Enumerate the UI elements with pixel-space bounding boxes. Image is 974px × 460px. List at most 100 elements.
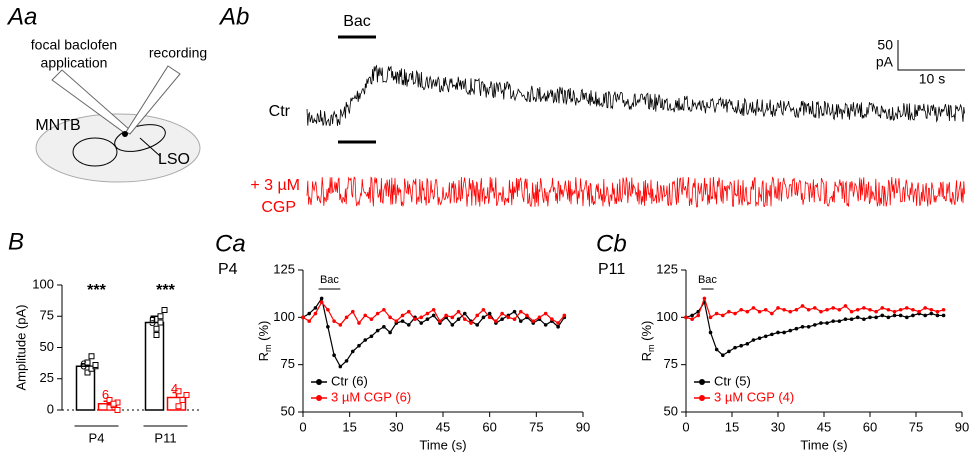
- legend-label: 3 µM CGP (6): [331, 389, 411, 404]
- data-point: [800, 304, 805, 308]
- x-tick-label: 90: [576, 419, 590, 434]
- scale-bar: [897, 40, 965, 71]
- series-line: [302, 301, 565, 326]
- data-point: [886, 315, 891, 320]
- data-point: [923, 306, 927, 310]
- scale-label: 50: [877, 37, 893, 53]
- data-point: [684, 315, 688, 320]
- significance: ***: [156, 282, 175, 299]
- data-point: [770, 332, 774, 337]
- data-point: [438, 319, 442, 323]
- n-label: 6: [102, 387, 109, 402]
- data-point: [157, 319, 164, 326]
- data-point: [487, 311, 492, 316]
- data-point: [313, 311, 318, 316]
- y-tick-label: 25: [40, 370, 54, 385]
- subtitle: P11: [598, 261, 625, 278]
- x-tick-label: 30: [771, 419, 785, 434]
- data-point: [382, 325, 386, 329]
- data-point: [481, 307, 486, 312]
- data-point: [776, 306, 780, 310]
- diagram-label: application: [41, 55, 108, 71]
- data-point: [500, 311, 504, 316]
- data-point: [425, 317, 430, 322]
- data-point: [721, 313, 725, 318]
- data-point: [733, 311, 737, 316]
- data-point: [880, 306, 885, 310]
- data-point: [84, 359, 91, 366]
- data-point: [806, 307, 811, 312]
- data-point: [874, 315, 878, 320]
- data-point: [344, 315, 349, 320]
- data-point: [770, 311, 774, 316]
- y-tick-label: 50: [281, 403, 295, 418]
- data-point: [179, 397, 186, 403]
- data-point: [696, 313, 701, 318]
- data-point: [562, 313, 567, 318]
- data-point: [153, 332, 160, 338]
- data-point: [905, 315, 909, 320]
- y-tick-label: 100: [32, 276, 54, 291]
- data-point: [819, 309, 823, 314]
- data-point: [862, 317, 866, 322]
- y-tick-label: 100: [656, 309, 678, 324]
- data-point: [363, 338, 368, 342]
- data-point: [556, 321, 560, 325]
- x-tick-label: 0: [299, 419, 306, 434]
- legend-marker: [699, 395, 705, 401]
- data-point: [702, 296, 707, 301]
- data-point: [763, 307, 768, 312]
- data-point: [332, 319, 336, 323]
- data-point: [338, 323, 343, 327]
- x-axis-label: Time (s): [419, 437, 466, 452]
- data-point: [898, 307, 903, 312]
- data-point: [837, 319, 842, 323]
- data-point: [892, 309, 897, 314]
- data-point: [911, 313, 915, 318]
- data-point: [855, 315, 860, 320]
- data-point: [825, 307, 829, 312]
- data-point: [751, 338, 756, 342]
- stimulus-label: Bac: [343, 13, 371, 30]
- data-point: [739, 307, 743, 312]
- y-tick-label: 125: [273, 261, 295, 276]
- y-axis-label: Rm (%): [639, 321, 656, 362]
- data-point: [800, 325, 805, 329]
- data-point: [388, 315, 392, 320]
- y-axis-label: Amplitude (pA): [13, 305, 28, 391]
- data-point: [843, 304, 848, 308]
- data-point: [843, 317, 848, 322]
- data-point: [157, 313, 164, 320]
- y-tick-label: 75: [40, 308, 54, 323]
- data-point: [935, 313, 940, 318]
- data-point: [751, 306, 756, 310]
- x-tick-label: 15: [342, 419, 356, 434]
- y-tick-label: 75: [664, 356, 678, 371]
- data-point: [831, 306, 835, 310]
- brain-slice: [35, 113, 201, 183]
- panel-label: Cb: [596, 230, 627, 257]
- data-point: [941, 313, 946, 318]
- y-tick-label: 50: [664, 403, 678, 418]
- data-point: [114, 407, 121, 413]
- data-point: [350, 309, 355, 314]
- diagram-label: focal baclofen: [31, 37, 117, 53]
- data-point: [537, 315, 542, 320]
- data-point: [481, 315, 486, 320]
- x-tick-label: 90: [955, 419, 969, 434]
- data-point: [825, 321, 829, 325]
- data-point: [898, 313, 903, 318]
- data-point: [727, 349, 731, 354]
- y-label-sub: m: [263, 344, 273, 352]
- data-point: [819, 321, 823, 325]
- x-tick-label: 75: [909, 419, 923, 434]
- legend-marker: [699, 379, 705, 385]
- y-label-main: R: [256, 352, 271, 361]
- data-point: [543, 311, 548, 316]
- data-point: [929, 307, 934, 312]
- data-point: [413, 317, 417, 322]
- data-point: [375, 311, 380, 316]
- data-point: [344, 359, 349, 363]
- legend-label: Ctr (6): [331, 373, 368, 388]
- x-tick-label: 45: [436, 419, 450, 434]
